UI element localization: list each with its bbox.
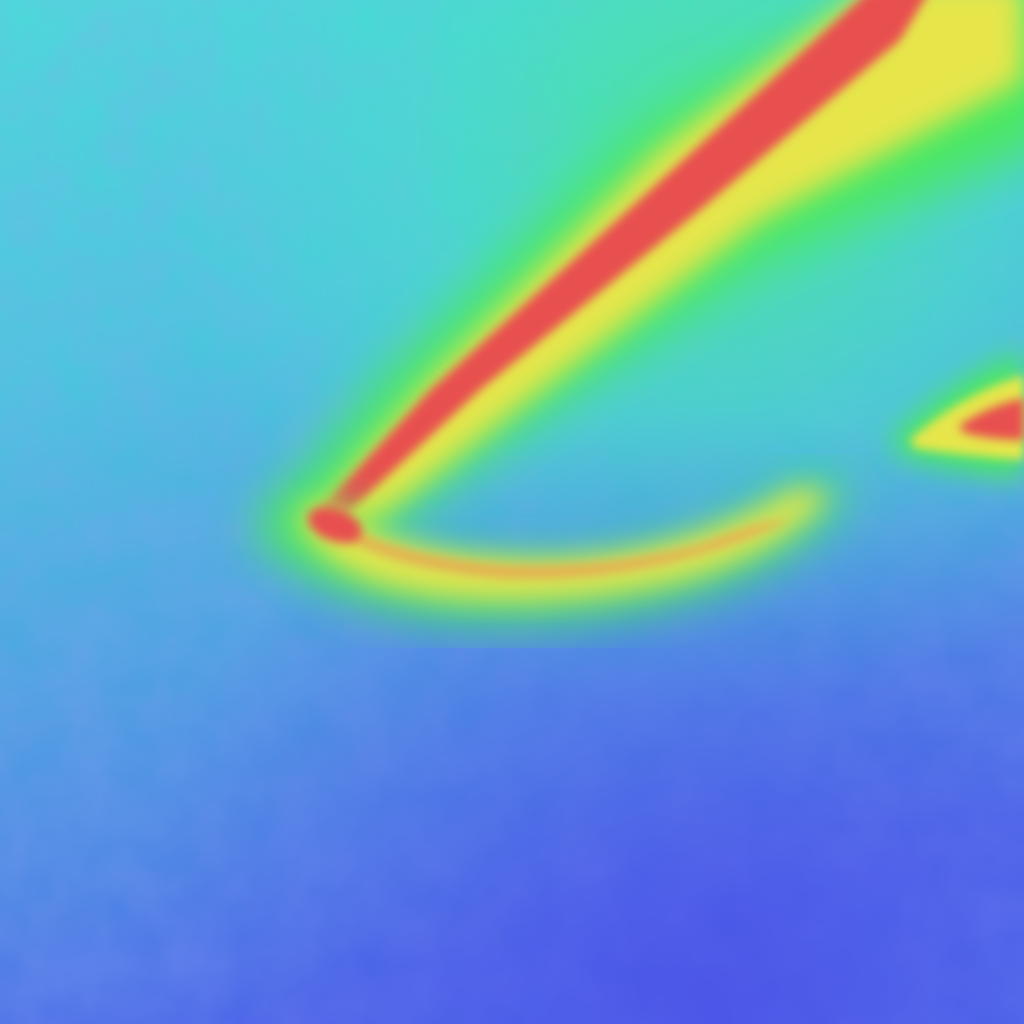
ridge-arc-yellow xyxy=(300,489,830,600)
ridge-right-yellow xyxy=(910,375,1024,460)
ridge-arc-orange xyxy=(320,515,790,579)
ridge-diagonal-peak xyxy=(315,0,924,520)
ridge-diagonal-yellow xyxy=(300,0,1024,540)
ridge-arc-tip-peak xyxy=(308,507,362,543)
ridge-right-peak xyxy=(960,398,1024,440)
